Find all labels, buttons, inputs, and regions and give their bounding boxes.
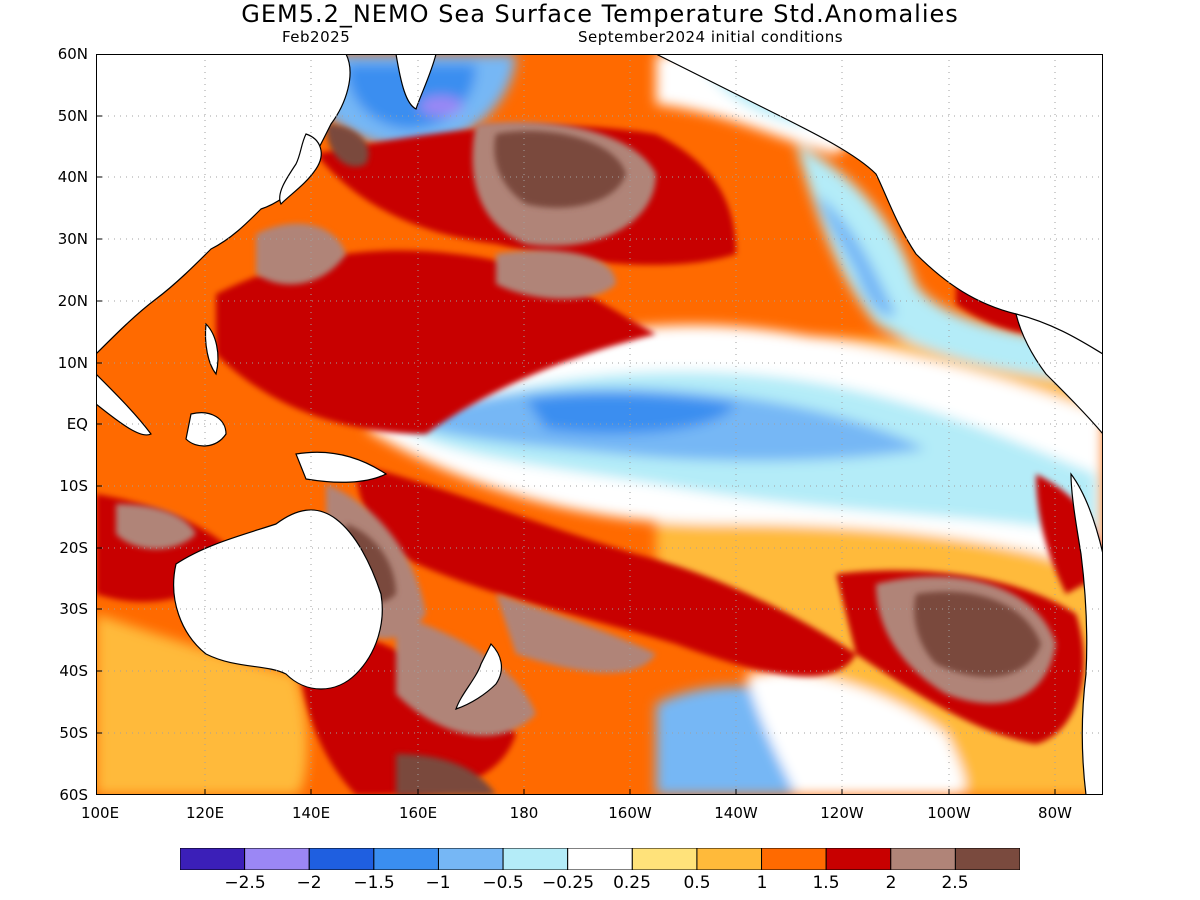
initial-conditions: September2024 initial conditions: [578, 28, 844, 46]
hot-tasman: [396, 614, 536, 736]
land-south-america: [1070, 472, 1103, 795]
lon-label-100w: 100W: [927, 804, 971, 822]
max-north-central: [494, 130, 626, 208]
land-sumatra: [96, 373, 152, 436]
land-japan: [279, 133, 322, 206]
lat-label-30s: 30S: [59, 600, 88, 618]
land-asia: [96, 54, 351, 355]
lat-label-10s: 10S: [59, 477, 88, 495]
se-pacific-white: [746, 672, 965, 795]
south-indian-yellow: [96, 614, 308, 795]
colorbar-label: −2: [296, 873, 322, 893]
colorbar-swatch: [825, 847, 892, 871]
colorbar-label: −0.25: [541, 873, 595, 893]
lat-label-50s: 50S: [59, 724, 88, 742]
max-tasman: [396, 754, 496, 795]
lat-label-20s: 20S: [59, 539, 88, 557]
lon-label-140e: 140E: [291, 804, 331, 822]
colorbar-label: 0.5: [683, 873, 711, 893]
land-new-guinea: [295, 451, 388, 483]
hot-south-band: [496, 594, 656, 673]
warm-south-band: [356, 464, 856, 677]
lat-label-10n: 10N: [57, 354, 88, 372]
lat-label-40s: 40S: [59, 662, 88, 680]
lon-label-100e: 100E: [80, 804, 120, 822]
lat-label-40n: 40N: [57, 168, 88, 186]
land-philippines: [204, 322, 219, 376]
sst-anomaly-map: [96, 54, 1103, 795]
colorbar-label: 1.5: [812, 873, 840, 893]
colorbar-swatch: [502, 847, 569, 871]
colorbar-label: 2: [885, 873, 897, 893]
colorbar-swatch: [954, 847, 1021, 871]
cold-tongue-core: [526, 393, 736, 434]
forecast-month: Feb2025: [282, 28, 351, 46]
colorbar-swatch: [179, 847, 246, 871]
colorbar-swatch: [631, 847, 698, 871]
colorbar-swatch: [567, 847, 633, 871]
land-kamchatka: [395, 54, 437, 110]
hot-japan: [256, 223, 346, 285]
colorbar-swatch: [308, 847, 375, 871]
colorbar-label: 2.5: [941, 873, 969, 893]
colorbar-swatch: [244, 847, 310, 871]
colorbar: [179, 847, 1021, 871]
lat-label-50n: 50N: [57, 107, 88, 125]
colorbar-label: −2.5: [224, 873, 266, 893]
okhotsk-purple: [419, 96, 463, 116]
lon-label-120e: 120E: [185, 804, 225, 822]
colorbar-label: 0.25: [613, 873, 651, 893]
max-nw-pacific: [326, 124, 369, 167]
lat-label-60n: 60N: [57, 45, 88, 63]
land-new-zealand: [455, 642, 503, 710]
lon-label-80w: 80W: [1038, 804, 1072, 822]
colorbar-swatch: [890, 847, 956, 871]
land-australia: [173, 509, 383, 690]
colorbar-swatch: [373, 847, 439, 871]
hot-sw-indian: [116, 504, 196, 549]
colorbar-label: −1: [425, 873, 451, 893]
lon-label-180: 180: [509, 804, 539, 822]
colorbar-label: 1: [756, 873, 768, 893]
max-se-pacific: [914, 591, 1041, 678]
land-central-america: [1015, 313, 1103, 435]
colorbar-label: −1.5: [353, 873, 395, 893]
colorbar-label: −0.5: [482, 873, 524, 893]
lat-label-60s: 60S: [59, 786, 88, 804]
colorbar-swatch: [761, 847, 827, 871]
colorbar-swatch: [696, 847, 763, 871]
land-borneo: [185, 412, 227, 447]
colorbar-swatch: [437, 847, 504, 871]
lon-label-120w: 120W: [820, 804, 864, 822]
lon-label-160w: 160W: [608, 804, 652, 822]
lat-label-20n: 20N: [57, 292, 88, 310]
lon-label-160e: 160E: [398, 804, 438, 822]
hot-north-east: [496, 250, 616, 299]
map-title: GEM5.2_NEMO Sea Surface Temperature Std.…: [241, 0, 959, 28]
lat-label-eq: EQ: [66, 415, 88, 433]
lat-label-30n: 30N: [57, 230, 88, 248]
ne-pacific-blue: [816, 194, 896, 317]
lon-label-140w: 140W: [714, 804, 758, 822]
